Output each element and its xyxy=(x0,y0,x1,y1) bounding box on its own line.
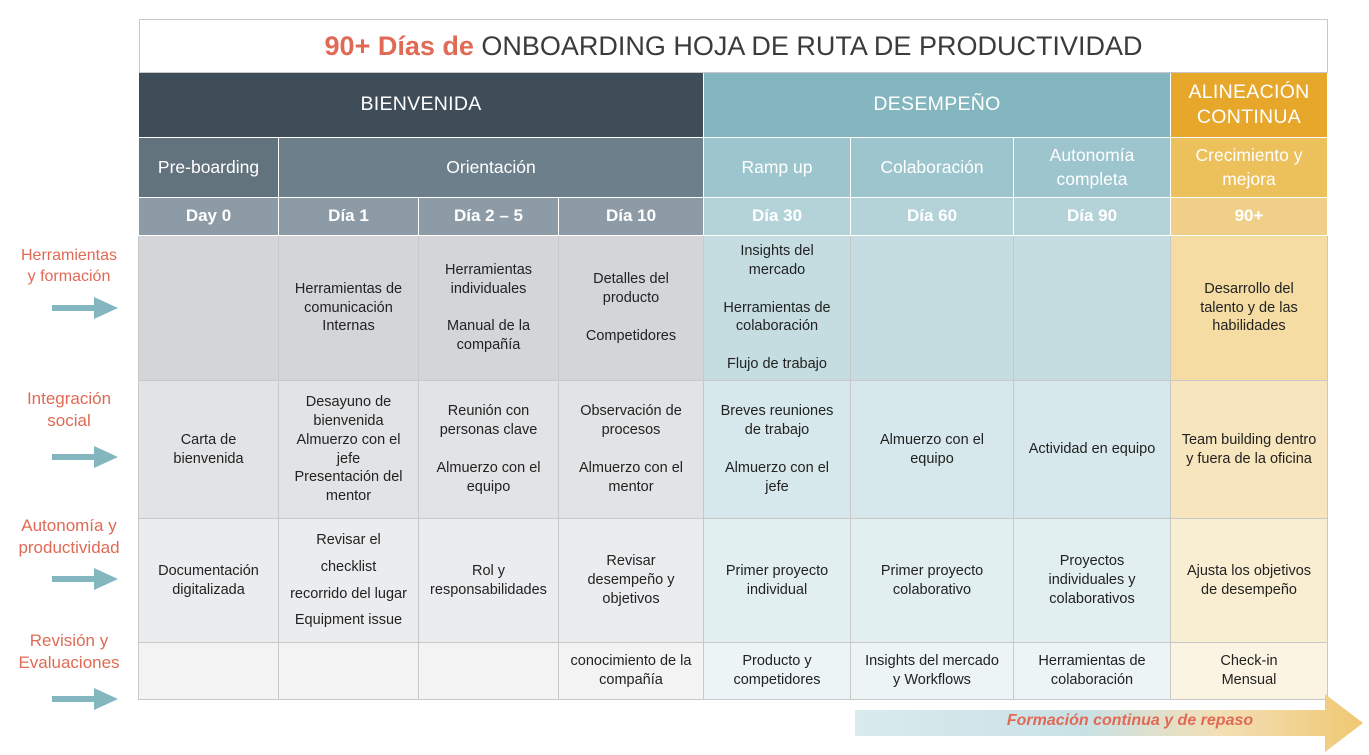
cell-revision-90plus: Check-in Mensual xyxy=(1171,643,1328,700)
cell-revision-day1 xyxy=(279,643,419,700)
cell-herramientas-day0 xyxy=(139,236,279,381)
stage-colaboracion: Colaboración xyxy=(851,138,1014,198)
cell-autonomia-day90: Proyectos individuales y colaborativos xyxy=(1014,519,1171,643)
grid-line xyxy=(139,642,1328,643)
stage-rampup: Ramp up xyxy=(704,138,851,198)
cell-revision-day10: conocimiento de la compañía xyxy=(559,643,704,700)
cell-integracion-day90: Actividad en equipo xyxy=(1014,381,1171,519)
cell-herramientas-day30: Insights del mercado Herramientas de col… xyxy=(704,236,851,381)
cell-integracion-day10: Observación de procesos Almuerzo con el … xyxy=(559,381,704,519)
grid-line xyxy=(558,236,559,700)
grid-line xyxy=(139,699,1328,700)
row-label-herramientas: Herramientas y formación xyxy=(20,247,118,285)
arrow-right-icon xyxy=(52,568,118,590)
row-label-autonomia: Autonomía y productividad xyxy=(18,516,120,558)
arrow-right-icon xyxy=(52,688,118,710)
title-highlight: 90+ Días de xyxy=(324,30,474,61)
grid-line xyxy=(138,236,139,700)
cell-autonomia-day0: Documentación digitalizada xyxy=(139,519,279,643)
cell-autonomia-day1: Revisar el checklist recorrido del lugar… xyxy=(279,519,419,643)
grid-line xyxy=(703,236,704,700)
day-header-7: 90+ xyxy=(1171,198,1328,236)
grid-line xyxy=(1170,236,1171,700)
day-header-2: Día 2 – 5 xyxy=(419,198,559,236)
cell-integracion-day30: Breves reuniones de trabajo Almuerzo con… xyxy=(704,381,851,519)
grid-line xyxy=(278,236,279,700)
cell-herramientas-day60 xyxy=(851,236,1014,381)
day-header-1: Día 1 xyxy=(279,198,419,236)
title-bar: 90+ Días de ONBOARDING HOJA DE RUTA DE P… xyxy=(139,19,1328,73)
arrow-right-icon xyxy=(52,297,118,319)
grid-line xyxy=(139,380,1328,381)
cell-herramientas-day10: Detalles del producto Competidores xyxy=(559,236,704,381)
grid-line xyxy=(1013,236,1014,700)
cell-revision-day2-5 xyxy=(419,643,559,700)
cell-integracion-day0: Carta de bienvenida xyxy=(139,381,279,519)
arrow-right-icon xyxy=(52,446,118,468)
cell-herramientas-day90 xyxy=(1014,236,1171,381)
grid-line xyxy=(418,236,419,700)
row-label-integracion: Integración social xyxy=(26,389,112,431)
row-label-revision: Revisión y Evaluaciones xyxy=(18,631,120,673)
cell-revision-day60: Insights del mercado y Workflows xyxy=(851,643,1014,700)
grid-line xyxy=(850,236,851,700)
cell-autonomia-day10: Revisar desempeño y objetivos xyxy=(559,519,704,643)
page-title: ONBOARDING HOJA DE RUTA DE PRODUCTIVIDAD xyxy=(473,30,1143,61)
day-header-4: Día 30 xyxy=(704,198,851,236)
stage-preboarding: Pre-boarding xyxy=(139,138,279,198)
day-header-3: Día 10 xyxy=(559,198,704,236)
day-header-5: Día 60 xyxy=(851,198,1014,236)
cell-integracion-day2-5: Reunión con personas clave Almuerzo con … xyxy=(419,381,559,519)
phase-alineacion: ALINEACIÓN CONTINUA xyxy=(1171,73,1328,138)
cell-integracion-day1: Desayuno de bienvenida Almuerzo con el j… xyxy=(279,381,419,519)
day-header-6: Día 90 xyxy=(1014,198,1171,236)
cell-autonomia-day30: Primer proyecto individual xyxy=(704,519,851,643)
continuous-training-label: Formación continua y de repaso xyxy=(1006,712,1254,729)
phase-desempeno: DESEMPEÑO xyxy=(704,73,1171,138)
phase-bienvenida: BIENVENIDA xyxy=(139,73,704,138)
continuous-training-arrow xyxy=(855,694,1363,752)
day-header-0: Day 0 xyxy=(139,198,279,236)
grid-line xyxy=(1327,236,1328,700)
cell-herramientas-90plus: Desarrollo del talento y de las habilida… xyxy=(1171,236,1328,381)
cell-integracion-90plus: Team building dentro y fuera de la ofici… xyxy=(1171,381,1328,519)
cell-autonomia-90plus: Ajusta los objetivos de desempeño xyxy=(1171,519,1328,643)
cell-revision-day0 xyxy=(139,643,279,700)
cell-revision-day30: Producto y competidores xyxy=(704,643,851,700)
cell-herramientas-day1: Herramientas de comunicación Internas xyxy=(279,236,419,381)
cell-autonomia-day2-5: Rol y responsabilidades xyxy=(419,519,559,643)
cell-revision-day90: Herramientas de colaboración xyxy=(1014,643,1171,700)
cell-herramientas-day2-5: Herramientas individuales Manual de la c… xyxy=(419,236,559,381)
stage-crecimiento: Crecimiento y mejora xyxy=(1171,138,1328,198)
stage-autonomia: Autonomía completa xyxy=(1014,138,1171,198)
cell-autonomia-day60: Primer proyecto colaborativo xyxy=(851,519,1014,643)
grid-line xyxy=(139,518,1328,519)
cell-integracion-day60: Almuerzo con el equipo xyxy=(851,381,1014,519)
stage-orientacion: Orientación xyxy=(279,138,704,198)
